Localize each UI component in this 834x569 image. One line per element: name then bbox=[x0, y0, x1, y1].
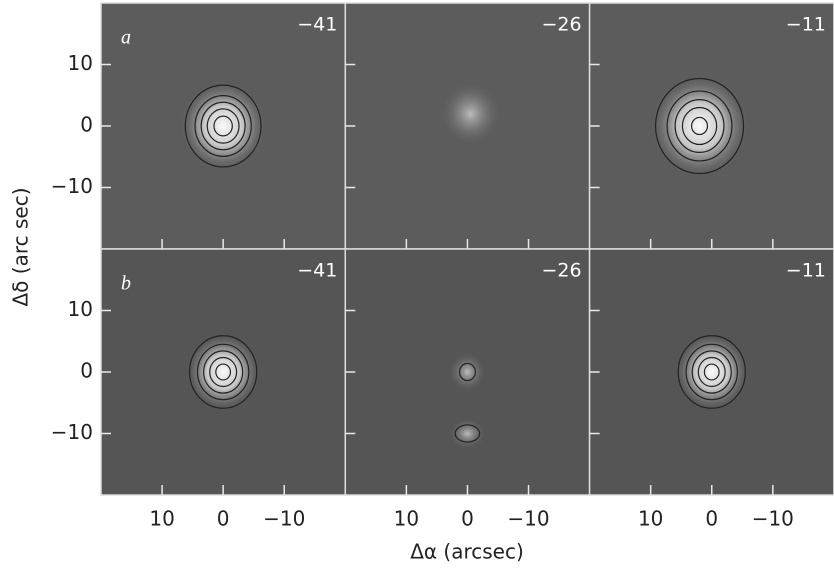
contour bbox=[681, 106, 718, 146]
panel bbox=[588, 248, 834, 496]
y-tick-label: 0 bbox=[80, 113, 93, 137]
contour bbox=[685, 343, 739, 401]
contour bbox=[677, 335, 746, 409]
velocity-label: −26 bbox=[541, 14, 581, 36]
x-tick-label: 0 bbox=[705, 507, 718, 531]
x-tick-label: 0 bbox=[217, 507, 230, 531]
contour bbox=[203, 350, 244, 394]
velocity-label: −11 bbox=[786, 260, 826, 282]
panel-label: a bbox=[121, 27, 131, 49]
emission bbox=[180, 81, 266, 171]
contour bbox=[454, 424, 481, 443]
contour bbox=[184, 84, 262, 168]
velocity-label: −11 bbox=[786, 14, 826, 36]
contour bbox=[188, 335, 258, 409]
emission bbox=[449, 352, 486, 392]
contour bbox=[213, 115, 233, 137]
x-tick-label: −10 bbox=[507, 507, 549, 531]
x-axis-label: Δα (arcsec) bbox=[410, 540, 524, 564]
emission bbox=[449, 418, 486, 449]
y-tick-label: −10 bbox=[51, 420, 93, 444]
panel bbox=[344, 248, 591, 496]
contour bbox=[194, 95, 252, 157]
contour bbox=[654, 77, 745, 175]
y-tick-label: −10 bbox=[51, 174, 93, 198]
panel-label: b bbox=[121, 273, 131, 295]
contour bbox=[691, 350, 732, 394]
x-tick-label: 10 bbox=[394, 507, 419, 531]
y-tick-label: 0 bbox=[80, 359, 93, 383]
panel bbox=[100, 248, 347, 496]
contour bbox=[206, 108, 240, 144]
contour bbox=[674, 99, 725, 153]
emission bbox=[650, 74, 749, 178]
y-tick-label: 10 bbox=[68, 51, 93, 75]
y-tick-label: 10 bbox=[68, 297, 93, 321]
contour bbox=[215, 363, 232, 381]
contour bbox=[703, 363, 720, 381]
contour bbox=[209, 356, 238, 388]
x-tick-label: 0 bbox=[461, 507, 474, 531]
x-tick-label: −10 bbox=[752, 507, 794, 531]
panel bbox=[344, 2, 591, 250]
panel bbox=[588, 2, 834, 250]
velocity-label: −26 bbox=[541, 260, 581, 282]
x-tick-label: 10 bbox=[149, 507, 174, 531]
contour bbox=[200, 101, 246, 151]
x-tick-label: −10 bbox=[263, 507, 305, 531]
y-axis-label: Δδ (arc sec) bbox=[9, 188, 33, 307]
panel bbox=[100, 2, 347, 250]
contour bbox=[666, 90, 733, 162]
contour bbox=[458, 362, 476, 382]
velocity-label: −41 bbox=[297, 260, 337, 282]
x-tick-label: 10 bbox=[638, 507, 663, 531]
contour bbox=[196, 343, 250, 401]
emission bbox=[439, 81, 502, 146]
velocity-label: −41 bbox=[297, 14, 337, 36]
contour bbox=[690, 116, 709, 136]
contour bbox=[697, 356, 726, 388]
